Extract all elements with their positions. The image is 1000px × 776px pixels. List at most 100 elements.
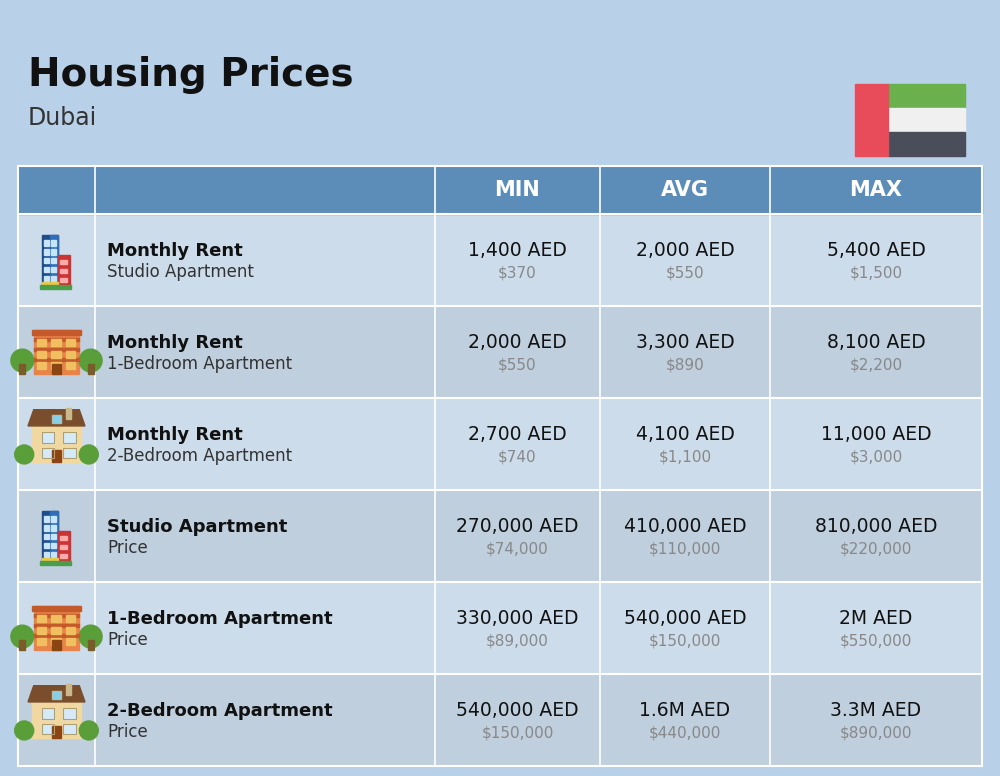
Text: 2-Bedroom Apartment: 2-Bedroom Apartment <box>107 447 292 465</box>
Bar <box>42 723 54 734</box>
Bar <box>32 606 81 611</box>
Text: $3,000: $3,000 <box>849 449 903 465</box>
Bar <box>44 543 49 549</box>
Bar <box>19 640 25 650</box>
Bar <box>51 627 61 634</box>
Text: Price: Price <box>107 539 148 557</box>
Text: 330,000 AED: 330,000 AED <box>456 608 579 628</box>
Bar <box>855 84 888 156</box>
Bar <box>42 432 54 442</box>
Bar <box>18 674 982 766</box>
Text: 4,100 AED: 4,100 AED <box>636 424 734 444</box>
Text: MAX: MAX <box>850 180 902 200</box>
Bar <box>51 639 61 646</box>
Bar <box>34 606 79 650</box>
Bar <box>34 338 79 341</box>
Text: AVG: AVG <box>661 180 709 200</box>
Bar <box>66 339 75 346</box>
Bar <box>60 268 67 273</box>
Bar <box>42 448 54 458</box>
Bar <box>18 582 982 674</box>
Text: 2-Bedroom Apartment: 2-Bedroom Apartment <box>107 702 333 720</box>
Bar <box>52 726 61 738</box>
Text: Studio Apartment: Studio Apartment <box>107 263 254 281</box>
Text: 1.6M AED: 1.6M AED <box>639 701 731 719</box>
Bar <box>37 339 46 346</box>
Bar <box>63 723 76 734</box>
Text: 3,300 AED: 3,300 AED <box>636 332 734 352</box>
Polygon shape <box>28 410 85 426</box>
Text: $550: $550 <box>666 265 704 280</box>
Text: 2,700 AED: 2,700 AED <box>468 424 567 444</box>
Text: $150,000: $150,000 <box>481 726 554 740</box>
Bar <box>51 552 56 557</box>
Bar <box>18 306 982 398</box>
Text: 2,000 AED: 2,000 AED <box>636 241 734 259</box>
Text: Price: Price <box>107 723 148 741</box>
Bar <box>51 275 56 281</box>
Bar <box>51 615 61 622</box>
Bar <box>888 108 965 132</box>
Bar <box>51 516 56 521</box>
Bar <box>34 634 79 637</box>
Text: Studio Apartment: Studio Apartment <box>107 518 287 536</box>
Text: $550: $550 <box>498 358 537 372</box>
Circle shape <box>15 721 34 740</box>
Bar <box>52 640 61 650</box>
Bar <box>51 534 56 539</box>
Bar <box>37 362 46 369</box>
Bar <box>44 552 49 557</box>
Bar <box>50 511 58 561</box>
Text: 11,000 AED: 11,000 AED <box>821 424 931 444</box>
Bar <box>44 249 49 255</box>
Bar <box>51 258 56 264</box>
Bar <box>88 365 94 374</box>
Bar <box>63 708 76 719</box>
Bar <box>42 235 58 285</box>
Bar <box>42 282 58 285</box>
Circle shape <box>79 721 98 740</box>
Bar <box>60 535 67 540</box>
Bar <box>42 432 54 442</box>
Text: $220,000: $220,000 <box>840 542 912 556</box>
Text: 5,400 AED: 5,400 AED <box>827 241 925 259</box>
Bar <box>37 627 46 634</box>
Bar <box>66 684 71 695</box>
Bar <box>52 364 61 374</box>
Text: 3.3M AED: 3.3M AED <box>830 701 922 719</box>
Text: $440,000: $440,000 <box>649 726 721 740</box>
Text: 2,000 AED: 2,000 AED <box>468 332 567 352</box>
Bar <box>32 330 81 334</box>
Bar <box>63 432 76 442</box>
Text: 1,400 AED: 1,400 AED <box>468 241 567 259</box>
Bar <box>44 534 49 539</box>
Bar <box>34 358 79 361</box>
Bar <box>44 267 49 272</box>
Bar <box>63 448 76 458</box>
Text: $74,000: $74,000 <box>486 542 549 556</box>
Bar <box>60 278 67 282</box>
Bar <box>40 285 71 289</box>
Bar <box>52 415 61 423</box>
Bar <box>888 132 965 156</box>
Bar <box>18 398 982 490</box>
Bar <box>52 451 61 462</box>
Text: 2M AED: 2M AED <box>839 608 913 628</box>
Text: MIN: MIN <box>495 180 540 200</box>
Text: $1,100: $1,100 <box>658 449 712 465</box>
Bar <box>66 408 71 420</box>
Bar <box>51 241 56 246</box>
Text: Monthly Rent: Monthly Rent <box>107 426 243 444</box>
Bar <box>50 235 58 285</box>
Bar <box>63 448 76 458</box>
Bar <box>42 511 58 561</box>
Bar <box>18 490 982 582</box>
Bar <box>37 351 46 358</box>
Bar <box>42 723 54 734</box>
Text: Dubai: Dubai <box>28 106 97 130</box>
Bar <box>63 432 76 442</box>
Text: 540,000 AED: 540,000 AED <box>456 701 579 719</box>
Text: $550,000: $550,000 <box>840 633 912 649</box>
Bar <box>52 691 61 698</box>
Bar <box>44 241 49 246</box>
